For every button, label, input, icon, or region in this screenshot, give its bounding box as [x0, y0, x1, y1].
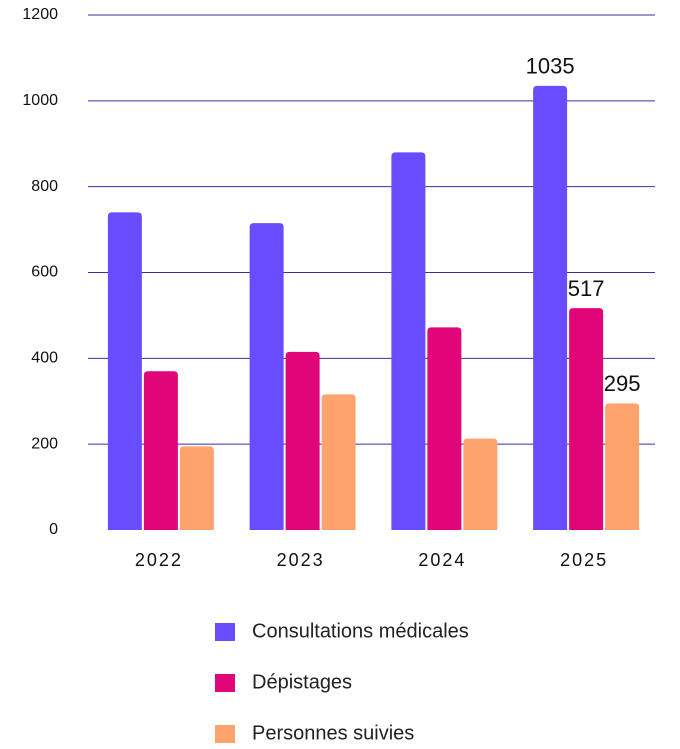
bar [533, 85, 568, 530]
legend-swatch [215, 674, 235, 692]
x-tick-label: 2023 [277, 550, 325, 570]
y-tick-label: 1200 [22, 6, 58, 23]
y-tick-label: 0 [49, 521, 58, 538]
y-tick-label: 400 [31, 350, 58, 367]
value-label: 517 [568, 276, 605, 301]
bar [605, 403, 640, 530]
bar [249, 223, 284, 531]
legend-swatch [215, 725, 235, 743]
bar [391, 152, 426, 531]
x-tick-label: 2024 [418, 550, 466, 570]
bar [427, 327, 462, 530]
bar [143, 371, 178, 530]
y-tick-label: 600 [31, 264, 58, 281]
legend-label: Personnes suivies [252, 722, 414, 744]
legend-swatch [215, 623, 235, 641]
legend-label: Dépistages [252, 671, 352, 693]
x-tick-label: 2022 [135, 550, 183, 570]
legend-label: Consultations médicales [252, 620, 469, 642]
value-label: 1035 [526, 54, 575, 79]
x-tick-label: 2025 [560, 550, 608, 570]
bar [179, 446, 214, 530]
bar [107, 212, 142, 530]
y-tick-label: 1000 [22, 92, 58, 109]
value-label: 295 [604, 371, 641, 396]
bar [285, 351, 320, 530]
bar [463, 438, 498, 530]
bar [569, 308, 604, 530]
y-tick-label: 200 [31, 435, 58, 452]
bar [321, 394, 356, 530]
y-tick-label: 800 [31, 178, 58, 195]
